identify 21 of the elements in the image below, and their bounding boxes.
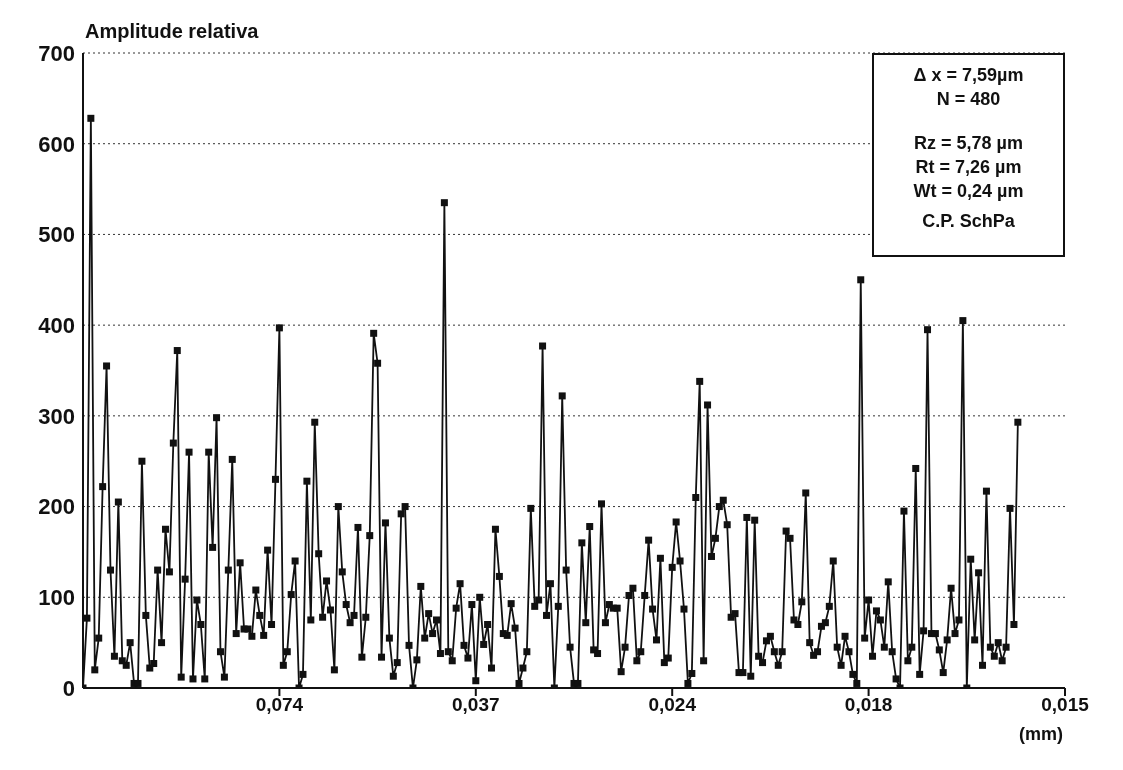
y-tick-label: 600 (38, 131, 75, 157)
x-tick-label: 0,015 (1041, 694, 1090, 716)
annotation: C.P. SchPa (921, 210, 1016, 233)
x-tick-label: 0,074 (255, 694, 304, 716)
x-axis-title: (mm) (1019, 724, 1063, 744)
y-tick-label: 0 (62, 675, 75, 701)
y-tick-label: 700 (38, 40, 75, 66)
y-tick-label: 200 (38, 494, 75, 520)
annotation: Wt = 0,24 µm (912, 180, 1025, 203)
annotation: Δ x = 7,59µm (912, 64, 1025, 87)
x-tick-label: 0,037 (452, 694, 500, 716)
annotation: N = 480 (935, 88, 1002, 111)
y-tick-label: 100 (38, 585, 75, 611)
annotation: Rt = 7,26 µm (914, 156, 1023, 179)
y-axis-title: Amplitude relativa (85, 20, 259, 43)
x-tick-label: 0,018 (844, 694, 893, 716)
y-tick-label: 500 (38, 222, 75, 248)
annotation: Rz = 5,78 µm (913, 132, 1024, 155)
x-tick-label: 0,024 (648, 694, 697, 716)
y-tick-label: 300 (38, 403, 75, 429)
y-tick-label: 400 (38, 312, 75, 338)
